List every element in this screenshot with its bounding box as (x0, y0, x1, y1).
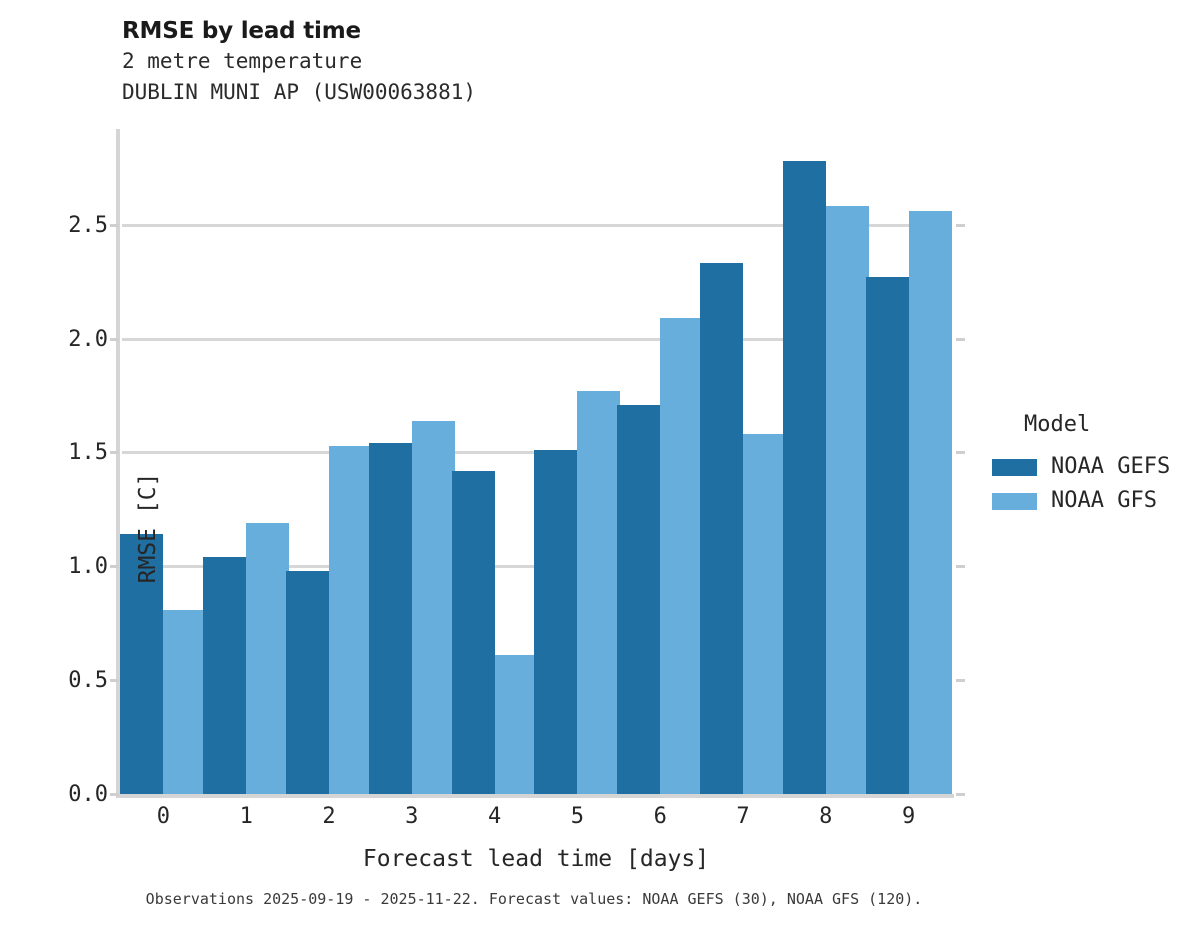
bar (782, 160, 826, 794)
y-tick-mark-right (956, 565, 965, 569)
bar (660, 318, 704, 794)
footnote: Observations 2025-09-19 - 2025-11-22. Fo… (145, 890, 923, 908)
y-tick-mark (110, 223, 119, 227)
legend-entries: NOAA GEFS NOAA GFS (992, 450, 1182, 518)
bar (163, 609, 207, 794)
legend: Model NOAA GEFS NOAA GFS (992, 412, 1182, 518)
bar (246, 523, 290, 794)
y-axis-title: RMSE [C] (135, 472, 161, 584)
y-tick-mark-right (956, 451, 965, 455)
y-tick-mark (110, 565, 119, 569)
chart-subtitle-variable: 2 metre temperature (122, 49, 363, 73)
legend-swatch (992, 492, 1037, 510)
bar (577, 390, 621, 794)
y-axis-spine (116, 129, 120, 794)
y-tick-mark (110, 337, 119, 341)
gridline (122, 223, 950, 227)
x-tick-label: 2 (322, 804, 336, 829)
y-tick-label: 1.5 (68, 440, 108, 466)
bar (329, 445, 372, 794)
chart-title: RMSE by lead time (122, 18, 361, 44)
bar (700, 263, 743, 794)
bar (451, 470, 495, 794)
chart-subtitle-station: DUBLIN MUNI AP (USW00063881) (122, 80, 477, 104)
plot-area: 0.0 0.5 1.0 1.5 2.0 2.5 0 1 2 3 4 5 6 7 8 9 RMSE [C] (68, 129, 965, 829)
bar (120, 534, 164, 794)
bar (865, 277, 909, 794)
bar (534, 450, 578, 794)
bar (908, 211, 952, 794)
legend-entry[interactable]: NOAA GEFS (992, 450, 1182, 484)
x-tick-label: 3 (405, 804, 419, 829)
legend-title: Model (1024, 412, 1091, 437)
x-axis-spine (116, 794, 954, 798)
y-tick-mark-right (956, 793, 965, 796)
gridline (122, 337, 950, 341)
bar (743, 434, 786, 794)
x-tick-label: 5 (570, 804, 585, 829)
y-tick-label: 0.0 (68, 782, 108, 807)
bar (825, 206, 869, 794)
y-tick-label: 0.5 (68, 668, 108, 694)
y-tick-mark (110, 679, 119, 683)
y-tick-mark (110, 451, 119, 455)
title-block: RMSE by lead time 2 metre temperature DU… (122, 16, 922, 108)
y-tick-label: 2.0 (68, 326, 108, 352)
bar (411, 420, 455, 794)
x-tick-label: 6 (653, 804, 667, 829)
y-tick-mark-right (956, 679, 965, 683)
x-tick-label: 8 (819, 804, 833, 829)
x-tick-label: 1 (239, 804, 253, 829)
legend-label: NOAA GFS (1051, 488, 1157, 513)
x-tick-label: 4 (487, 804, 502, 829)
y-tick-mark (110, 793, 119, 796)
y-tick-label: 1.0 (68, 554, 108, 580)
y-tick-mark-right (956, 337, 965, 341)
x-tick-label: 0 (156, 804, 171, 829)
x-axis-title: Forecast lead time [days] (362, 846, 710, 872)
bar (286, 570, 329, 794)
bar (617, 404, 661, 794)
legend-swatch (992, 458, 1037, 476)
y-tick-label: 2.5 (68, 212, 108, 238)
bar (368, 443, 412, 794)
x-tick-label: 7 (736, 804, 750, 829)
legend-entry[interactable]: NOAA GFS (992, 484, 1182, 518)
y-tick-mark-right (956, 223, 965, 227)
bar (494, 655, 538, 794)
legend-label: NOAA GEFS (1051, 454, 1171, 479)
bar (203, 557, 247, 794)
x-tick-label: 9 (901, 804, 916, 829)
